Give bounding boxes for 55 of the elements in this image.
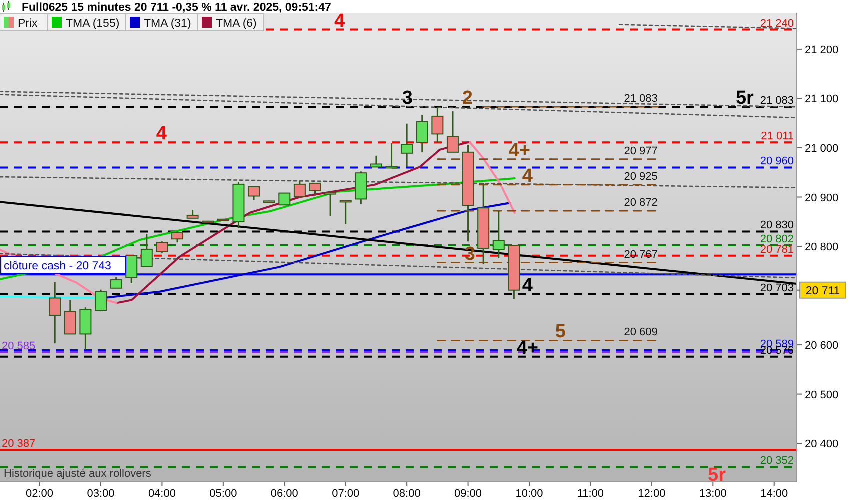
annotation: 5r — [736, 88, 755, 110]
annotation: 4 — [156, 124, 168, 145]
x-tick-label: 12:00 — [638, 488, 666, 500]
text: 20 711 — [806, 285, 840, 298]
ref-line-label: clôture cash - 20 743 — [4, 260, 112, 273]
y-tick-label: 20 900 — [805, 192, 839, 204]
series-label: 20 925 — [624, 170, 658, 183]
legend-label: TMA (155) — [66, 18, 120, 30]
annotation: 5r — [708, 465, 727, 486]
ref-line-label: 20 576 — [760, 344, 794, 357]
x-tick-label: 14:00 — [760, 488, 788, 500]
y-tick-label: 20 400 — [805, 438, 839, 451]
y-tick-label: 20 600 — [805, 340, 839, 352]
ref-line-label: 20 781 — [760, 244, 794, 256]
x-tick-label: 11:00 — [577, 488, 604, 500]
annotation: Historique ajusté aux rollovers — [4, 468, 152, 480]
x-tick-label: 02:00 — [26, 488, 54, 500]
ref-line-label: 20 960 — [760, 156, 794, 168]
legend-label: TMA (6) — [216, 18, 258, 30]
series-label: 20 977 — [624, 145, 658, 158]
series-label: 20 609 — [624, 326, 658, 339]
series-label: 21 083 — [624, 93, 658, 106]
x-tick-label: 03:00 — [87, 488, 115, 500]
annotation: 4+ — [508, 140, 531, 162]
annotation: 5 — [555, 322, 566, 343]
x-tick-label: 10:00 — [516, 488, 544, 500]
annotation: 4 — [522, 275, 534, 296]
ref-line-label: 20 802 — [760, 234, 794, 246]
ref-line-label: 20 585 — [2, 340, 36, 352]
ref-line-label: 21 011 — [761, 130, 794, 143]
y-tick-label: 20 800 — [805, 242, 839, 254]
y-tick-label: 21 000 — [805, 142, 839, 155]
ref-line-label: 20 352 — [760, 455, 794, 468]
annotation: 4 — [522, 166, 534, 187]
x-tick-label: 07:00 — [332, 488, 360, 500]
legend-label: Prix — [18, 18, 38, 30]
ref-line-label: 20 830 — [760, 220, 794, 232]
y-tick-label: 21 100 — [805, 94, 839, 106]
x-tick-label: 05:00 — [210, 488, 238, 500]
y-tick-label: 20 500 — [805, 389, 839, 402]
ref-line-label: 20 703 — [760, 282, 794, 294]
ref-line-label: 20 387 — [2, 438, 36, 450]
series-label: 20 872 — [624, 197, 658, 210]
x-tick-label: 09:00 — [454, 488, 482, 500]
x-tick-label: 08:00 — [393, 488, 421, 500]
chart-title: Full0625 15 minutes 20 711 -0,35 % 11 avr. 2025, 09:51:47 — [22, 2, 332, 14]
legend-label: TMA (31) — [144, 18, 192, 30]
x-tick-label: 13:00 — [699, 488, 727, 500]
x-tick-label: 04:00 — [148, 488, 176, 500]
y-tick-label: 21 200 — [805, 44, 839, 56]
x-tick-label: 06:00 — [270, 488, 298, 500]
ref-line-label: 21 083 — [760, 95, 794, 108]
annotation: 4 — [334, 10, 346, 32]
ref-line-label: 21 240 — [760, 18, 794, 30]
series-label: 20 767 — [624, 248, 658, 261]
